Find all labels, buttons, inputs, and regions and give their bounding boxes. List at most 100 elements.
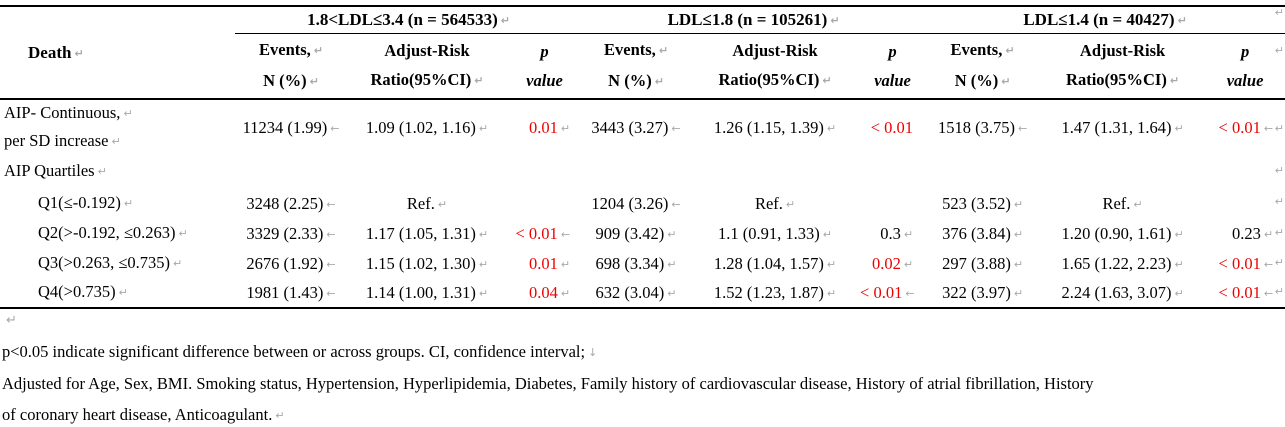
paragraph-mark: ↵ — [1174, 287, 1184, 300]
row-label-line: Q4(>0.735) ↵ — [38, 279, 235, 306]
risk-ratio-cell: 1.09 (1.02, 1.16) ↵ — [347, 99, 507, 156]
column-header-text: Events, — [604, 39, 656, 59]
paragraph-mark: ↵ — [667, 287, 677, 300]
events-cell: 297 (3.88) ↵ — [925, 249, 1040, 279]
row-end-mark: ↵ — [1274, 164, 1284, 177]
paragraph-mark: ↵ — [478, 122, 489, 135]
paragraph-mark: ↵ — [74, 46, 84, 60]
column-header-text: p — [540, 41, 549, 61]
p-value: < 0.01 — [515, 224, 558, 243]
cell-end-mark: ← — [905, 287, 915, 300]
group-header-cell: LDL≤1.4 (n = 40427) ↵ — [925, 6, 1285, 34]
column-header-text: Ratio(95%CI) — [718, 69, 820, 89]
header-line: Ratio(95%CI) ↵ — [347, 65, 507, 96]
risk-ratio-header-cell: Adjust-Risk Ratio(95%CI) ↵ — [690, 33, 861, 100]
header-line: p — [507, 37, 582, 66]
cell-end-mark: ← — [326, 228, 336, 241]
row-end-mark: ↵ — [1274, 44, 1284, 57]
risk-ratio-value: 1.17 (1.05, 1.31) — [365, 224, 476, 243]
row-label: Q4(>0.735) — [38, 282, 116, 301]
p-value: < 0.01 — [870, 118, 914, 137]
events-cell: 376 (3.84) ↵ — [925, 219, 1040, 249]
header-line: Ratio(95%CI) ↵ — [690, 65, 860, 96]
section-row: AIP Quartiles ↵ — [0, 156, 1285, 188]
p-value-cell: 0.04 ↵ — [507, 279, 583, 309]
column-header-text: N (%) — [608, 70, 652, 90]
paragraph-mark: ↵ — [903, 228, 914, 241]
events-cell: 1981 (1.43) ← — [235, 279, 347, 309]
column-header-text: p — [888, 41, 897, 61]
paragraph-mark: ↵ — [118, 286, 128, 299]
events-cell: 3248 (2.25) ← — [235, 188, 347, 219]
events-cell: 1518 (3.75) ← — [925, 99, 1040, 156]
column-header-text: value — [526, 70, 563, 90]
cell-end-mark: ← — [1263, 287, 1274, 300]
p-value-cell: < 0.01 ← — [860, 279, 926, 309]
risk-ratio-value: 1.65 (1.22, 2.23) — [1061, 254, 1172, 273]
cell-end-mark: ← — [560, 228, 571, 241]
row-end-mark: ↵ — [1274, 285, 1284, 298]
paragraph-mark: ↵ — [1013, 197, 1024, 211]
events-cell: 909 (3.42) ↵ — [582, 219, 690, 249]
paragraph-mark: ↵ — [309, 74, 319, 88]
header-line: value — [507, 66, 582, 95]
paragraph-mark: ↵ — [667, 228, 677, 241]
header-line: Adjust-Risk — [347, 36, 507, 65]
paragraph-mark: ↵ — [437, 197, 448, 211]
results-table: Death ↵ 1.8<LDL≤3.4 (n = 564533) ↵ LDL≤1.8 (… — [0, 5, 1285, 309]
risk-ratio-cell: Ref. ↵ — [690, 188, 860, 219]
row-end-mark: ↵ — [1274, 122, 1284, 135]
header-line: p — [860, 37, 925, 66]
p-value: < 0.01 — [1218, 254, 1261, 273]
events-value: 1204 (3.26) — [591, 193, 669, 213]
footnote-text: of coronary heart disease, Anticoagulant… — [2, 405, 273, 424]
p-value-header-cell: p value — [860, 33, 926, 100]
paragraph-mark: ↵ — [123, 107, 133, 120]
group-title: LDL≤1.4 (n = 40427) — [1023, 9, 1175, 29]
footnote-significance: p<0.05 indicate significant difference b… — [2, 341, 597, 364]
risk-ratio-cell: 1.17 (1.05, 1.31) ↵ — [347, 219, 507, 249]
header-line: N (%) ↵ — [235, 66, 347, 97]
events-cell: 1204 (3.26) ← — [582, 188, 690, 219]
group-title: LDL≤1.8 (n = 105261) — [667, 9, 828, 29]
p-value-cell: < 0.01 — [860, 99, 925, 156]
group-header-cell: LDL≤1.8 (n = 105261) ↵ — [582, 6, 926, 34]
events-value: 1981 (1.43) — [246, 283, 324, 302]
events-value: 523 (3.52) — [942, 193, 1011, 213]
events-value: 1518 (3.75) — [937, 118, 1015, 137]
row-label: Q3(>0.263, ≤0.735) — [38, 253, 171, 272]
p-value-header-cell: p value — [507, 33, 583, 100]
p-value-cell: 0.3 ↵ — [860, 219, 925, 249]
row-label-line: AIP- Continuous, ↵ — [4, 100, 235, 128]
cell-end-mark: ← — [1263, 258, 1274, 271]
row-label-cell: Q1(≤-0.192) ↵ — [0, 188, 235, 219]
events-cell: 632 (3.04) ↵ — [582, 279, 691, 309]
risk-ratio-value: 1.15 (1.02, 1.30) — [365, 254, 476, 273]
paragraph-mark: ↵ — [6, 313, 17, 328]
p-value-cell: 0.23 ↵ — [1205, 219, 1285, 249]
paragraph-mark: ↵ — [826, 122, 837, 135]
p-value-cell: < 0.01 ← — [1205, 279, 1285, 309]
p-value: 0.01 — [528, 254, 558, 273]
risk-ratio-cell: 1.47 (1.31, 1.64) ↵ — [1040, 99, 1205, 156]
risk-ratio-value: 1.1 (0.91, 1.33) — [718, 224, 820, 243]
header-line: Ratio(95%CI) ↵ — [1040, 65, 1205, 96]
risk-ratio-header-cell: Adjust-Risk Ratio(95%CI) ↵ — [1040, 33, 1206, 100]
paragraph-mark: ↵ — [667, 258, 677, 271]
paragraph-mark: ↵ — [1169, 73, 1180, 87]
paragraph-mark: ↵ — [1133, 197, 1143, 211]
events-value: 376 (3.84) — [942, 224, 1011, 243]
header-line: N (%) ↵ — [582, 66, 690, 97]
events-value: 3443 (3.27) — [591, 118, 669, 137]
footnote-text: p<0.05 indicate significant difference b… — [2, 342, 586, 361]
risk-ratio-cell: 1.52 (1.23, 1.87) ↵ — [690, 279, 861, 309]
header-line: p — [1205, 37, 1285, 66]
risk-ratio-value: 1.52 (1.23, 1.87) — [713, 283, 824, 302]
row-label-cell: AIP- Continuous, ↵ per SD increase ↵ — [0, 99, 235, 156]
paragraph-mark: ↵ — [97, 165, 107, 178]
table-row: Q2(>-0.192, ≤0.263) ↵ 3329 (2.33) ← 1.17 (1.… — [0, 219, 1285, 249]
events-header-cell: Events, ↵ N (%) ↵ — [235, 33, 347, 100]
p-value: 0.01 — [528, 118, 558, 137]
paragraph-mark: ↵ — [111, 135, 121, 148]
column-header-text: N (%) — [263, 70, 307, 90]
